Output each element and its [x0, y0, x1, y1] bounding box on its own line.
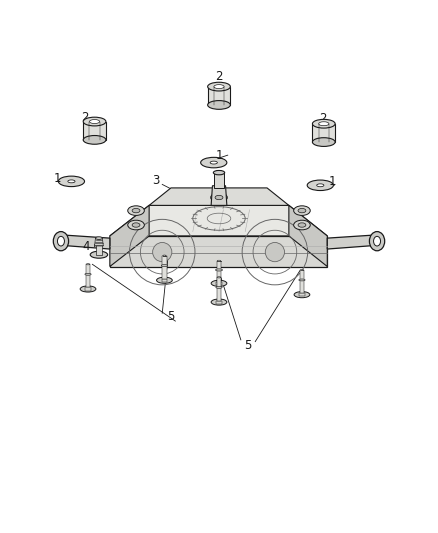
Ellipse shape: [217, 277, 221, 278]
Polygon shape: [162, 256, 166, 279]
Text: 3: 3: [152, 174, 159, 187]
Circle shape: [265, 243, 285, 262]
Ellipse shape: [83, 135, 106, 144]
Text: 1: 1: [329, 175, 336, 188]
Polygon shape: [217, 277, 221, 301]
Ellipse shape: [293, 206, 310, 215]
Ellipse shape: [201, 157, 227, 168]
Ellipse shape: [132, 208, 140, 213]
Ellipse shape: [95, 237, 102, 239]
Polygon shape: [83, 122, 106, 140]
Polygon shape: [300, 270, 304, 293]
Polygon shape: [85, 287, 91, 290]
Ellipse shape: [294, 292, 310, 298]
Ellipse shape: [161, 264, 168, 266]
Ellipse shape: [58, 176, 85, 187]
Ellipse shape: [298, 223, 306, 227]
Ellipse shape: [217, 260, 221, 262]
Polygon shape: [312, 124, 335, 142]
Text: 1: 1: [215, 149, 223, 161]
Ellipse shape: [90, 251, 108, 258]
Ellipse shape: [216, 286, 222, 288]
Ellipse shape: [215, 195, 223, 200]
Ellipse shape: [319, 122, 329, 126]
Polygon shape: [211, 185, 227, 205]
Text: 4: 4: [82, 240, 90, 253]
Ellipse shape: [213, 171, 225, 175]
Ellipse shape: [312, 119, 335, 128]
Polygon shape: [217, 261, 221, 282]
Text: 5: 5: [244, 338, 251, 352]
Ellipse shape: [369, 231, 385, 251]
Ellipse shape: [214, 85, 224, 88]
Ellipse shape: [374, 236, 381, 246]
Ellipse shape: [163, 255, 166, 256]
Ellipse shape: [128, 220, 145, 230]
Polygon shape: [216, 282, 222, 285]
Ellipse shape: [293, 220, 310, 230]
Polygon shape: [327, 235, 374, 249]
Ellipse shape: [85, 273, 91, 275]
Ellipse shape: [211, 299, 227, 305]
Polygon shape: [162, 279, 167, 282]
Ellipse shape: [208, 82, 230, 91]
Ellipse shape: [86, 264, 90, 265]
Ellipse shape: [298, 208, 306, 213]
Circle shape: [152, 243, 172, 262]
Polygon shape: [208, 87, 230, 105]
Polygon shape: [289, 205, 327, 266]
Polygon shape: [96, 244, 102, 255]
Ellipse shape: [300, 269, 304, 271]
Ellipse shape: [80, 286, 96, 292]
Polygon shape: [214, 173, 224, 188]
Ellipse shape: [132, 223, 140, 227]
Ellipse shape: [89, 119, 100, 124]
Ellipse shape: [53, 231, 69, 251]
Text: 2: 2: [215, 70, 223, 83]
Polygon shape: [216, 301, 222, 304]
Polygon shape: [95, 238, 103, 246]
Text: 2: 2: [319, 112, 327, 125]
Ellipse shape: [299, 279, 305, 281]
Polygon shape: [64, 235, 110, 249]
Ellipse shape: [57, 236, 64, 246]
Text: 5: 5: [167, 310, 175, 323]
Polygon shape: [110, 236, 327, 266]
Polygon shape: [110, 205, 149, 266]
Ellipse shape: [307, 180, 333, 190]
Ellipse shape: [210, 161, 217, 164]
Ellipse shape: [68, 180, 75, 183]
Ellipse shape: [208, 101, 230, 109]
Ellipse shape: [215, 269, 223, 271]
Ellipse shape: [128, 206, 145, 215]
Ellipse shape: [317, 184, 324, 187]
Ellipse shape: [312, 138, 335, 147]
Ellipse shape: [156, 277, 172, 284]
Polygon shape: [110, 205, 327, 236]
Polygon shape: [86, 264, 90, 287]
Ellipse shape: [211, 193, 227, 203]
Ellipse shape: [211, 280, 227, 286]
Text: 1: 1: [54, 172, 61, 185]
Ellipse shape: [83, 117, 106, 126]
Polygon shape: [299, 293, 305, 296]
Polygon shape: [149, 188, 289, 205]
Text: 2: 2: [81, 111, 88, 124]
